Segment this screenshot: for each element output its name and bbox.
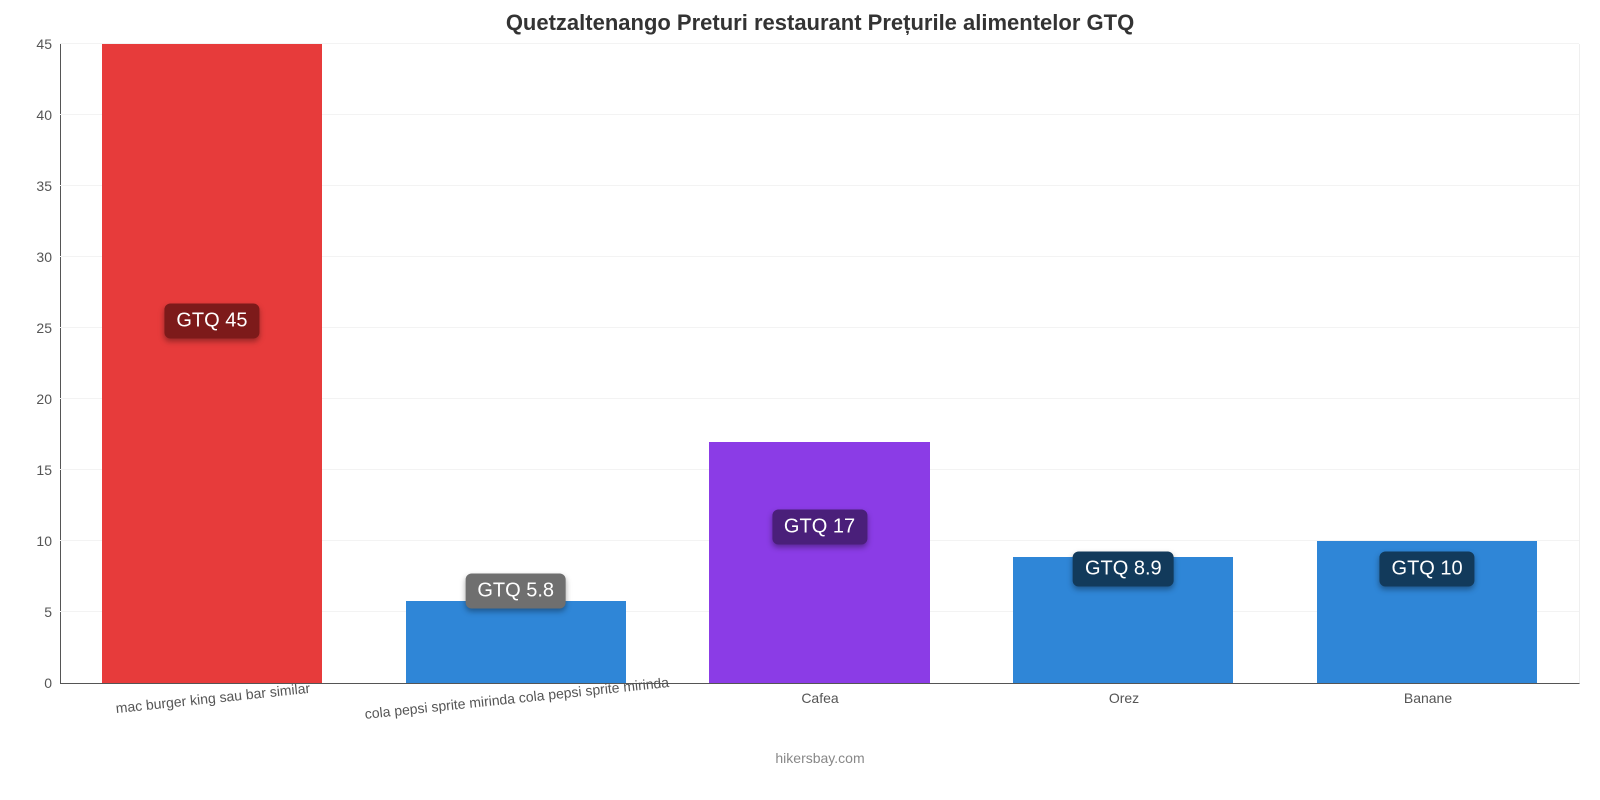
x-axis-labels: mac burger king sau bar similarcola peps… <box>60 684 1580 754</box>
y-tick-label: 5 <box>44 604 60 620</box>
bar-value-label: GTQ 8.9 <box>1073 552 1174 587</box>
x-tick-label: Banane <box>1404 690 1452 706</box>
bar-value-label: GTQ 17 <box>772 509 867 544</box>
y-tick-label: 45 <box>36 36 60 52</box>
y-tick-label: 0 <box>44 675 60 691</box>
price-bar <box>406 601 626 683</box>
bar-value-label: GTQ 45 <box>164 303 259 338</box>
price-chart: Quetzaltenango Preturi restaurant Prețur… <box>60 10 1580 770</box>
chart-title: Quetzaltenango Preturi restaurant Prețur… <box>60 10 1580 36</box>
x-tick-label: Orez <box>1109 690 1139 706</box>
price-bar <box>709 442 929 683</box>
plot-area: 051015202530354045GTQ 45GTQ 5.8GTQ 17GTQ… <box>60 44 1580 684</box>
price-bar <box>102 44 322 683</box>
x-tick-label: mac burger king sau bar similar <box>115 680 311 716</box>
y-tick-label: 25 <box>36 320 60 336</box>
y-tick-label: 35 <box>36 178 60 194</box>
y-tick-label: 10 <box>36 533 60 549</box>
y-tick-label: 15 <box>36 462 60 478</box>
y-tick-label: 30 <box>36 249 60 265</box>
y-tick-label: 40 <box>36 107 60 123</box>
x-tick-label: Cafea <box>801 690 838 706</box>
y-axis <box>60 44 61 683</box>
chart-footer: hikersbay.com <box>60 750 1580 766</box>
y-tick-label: 20 <box>36 391 60 407</box>
bar-value-label: GTQ 10 <box>1380 552 1475 587</box>
bar-value-label: GTQ 5.8 <box>465 573 566 608</box>
